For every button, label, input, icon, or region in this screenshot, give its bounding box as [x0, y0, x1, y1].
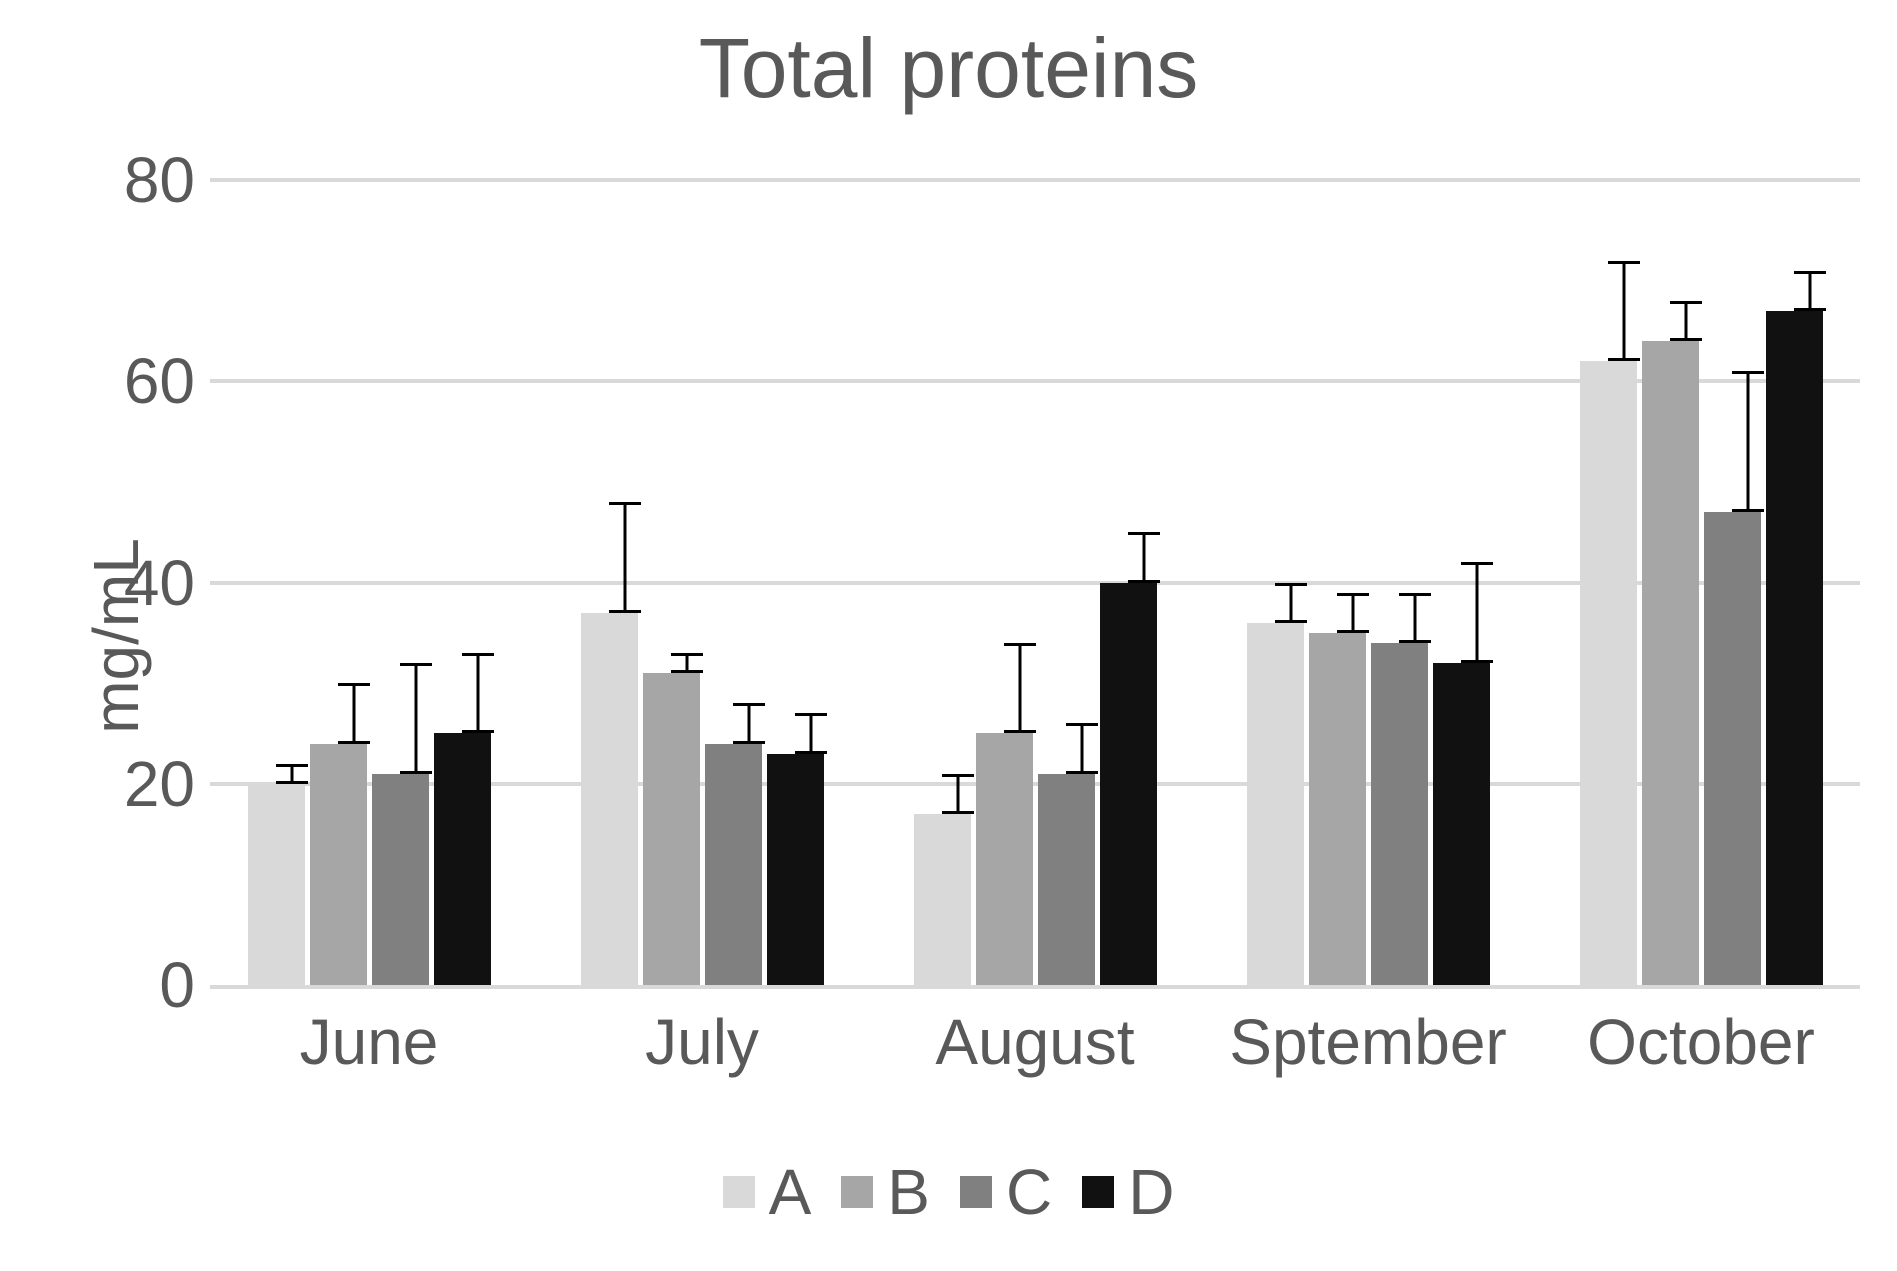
- x-tick-3: Sptember: [1229, 1005, 1506, 1079]
- legend: A B C D: [0, 1155, 1897, 1229]
- errorbar-june-a: [276, 764, 308, 784]
- bar-sptember-c: [1371, 643, 1428, 985]
- y-tick-3: 60: [110, 344, 195, 418]
- x-tick-1: July: [645, 1005, 759, 1079]
- bar-july-b: [643, 673, 700, 985]
- legend-swatch-c: [960, 1176, 992, 1208]
- chart-title: Total proteins: [0, 20, 1897, 117]
- legend-label-a: A: [769, 1155, 812, 1229]
- gridline: [210, 178, 1860, 182]
- y-tick-0: 0: [110, 948, 195, 1022]
- errorbar-sptember-b: [1337, 593, 1369, 633]
- errorbar-sptember-a: [1275, 583, 1307, 623]
- bar-sptember-d: [1433, 663, 1490, 985]
- legend-label-b: B: [887, 1155, 930, 1229]
- legend-swatch-a: [723, 1176, 755, 1208]
- errorbar-sptember-c: [1399, 593, 1431, 643]
- errorbar-june-c: [400, 663, 432, 774]
- bar-july-c: [705, 744, 762, 986]
- x-tick-0: June: [300, 1005, 439, 1079]
- errorbar-october-b: [1670, 301, 1702, 341]
- x-tick-2: August: [935, 1005, 1134, 1079]
- bar-july-d: [767, 754, 824, 985]
- errorbar-august-c: [1066, 723, 1098, 773]
- x-tick-4: October: [1587, 1005, 1815, 1079]
- bar-october-c: [1704, 512, 1761, 985]
- errorbar-august-b: [1004, 643, 1036, 734]
- errorbar-october-a: [1608, 261, 1640, 362]
- errorbar-july-a: [609, 502, 641, 613]
- errorbar-july-b: [671, 653, 703, 673]
- bar-august-d: [1100, 583, 1157, 986]
- y-tick-2: 40: [110, 546, 195, 620]
- errorbar-july-c: [733, 703, 765, 743]
- chart-container: Total proteins mg/mL 0 20 40 60 80 June …: [0, 0, 1897, 1271]
- plot-area: [210, 180, 1860, 989]
- errorbar-sptember-d: [1461, 562, 1493, 663]
- errorbar-october-c: [1732, 371, 1764, 512]
- errorbar-august-d: [1128, 532, 1160, 582]
- errorbar-october-d: [1794, 271, 1826, 311]
- legend-item-d: D: [1082, 1155, 1174, 1229]
- legend-item-c: C: [960, 1155, 1052, 1229]
- bar-june-d: [434, 733, 491, 985]
- bar-june-a: [248, 784, 305, 985]
- bar-sptember-b: [1309, 633, 1366, 985]
- bar-august-b: [976, 733, 1033, 985]
- y-tick-1: 20: [110, 747, 195, 821]
- bar-october-b: [1642, 341, 1699, 985]
- legend-swatch-b: [841, 1176, 873, 1208]
- legend-label-c: C: [1006, 1155, 1052, 1229]
- errorbar-august-a: [942, 774, 974, 814]
- bar-july-a: [581, 613, 638, 985]
- bar-sptember-a: [1247, 623, 1304, 985]
- errorbar-june-d: [462, 653, 494, 734]
- legend-item-a: A: [723, 1155, 812, 1229]
- errorbar-july-d: [795, 713, 827, 753]
- bar-august-a: [914, 814, 971, 985]
- legend-swatch-d: [1082, 1176, 1114, 1208]
- bar-october-a: [1580, 361, 1637, 985]
- legend-item-b: B: [841, 1155, 930, 1229]
- bar-june-b: [310, 744, 367, 986]
- errorbar-june-b: [338, 683, 370, 743]
- bar-august-c: [1038, 774, 1095, 985]
- bar-june-c: [372, 774, 429, 985]
- bar-october-d: [1766, 311, 1823, 985]
- y-tick-4: 80: [110, 143, 195, 217]
- legend-label-d: D: [1128, 1155, 1174, 1229]
